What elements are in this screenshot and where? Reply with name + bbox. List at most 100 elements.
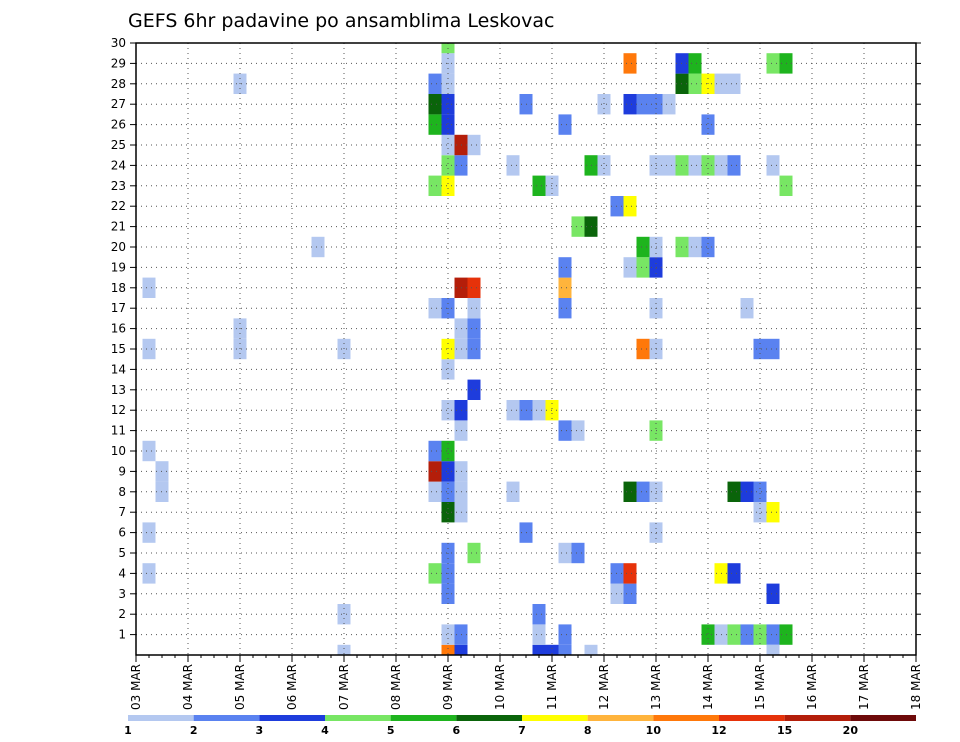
y-tick-label: 28 [111, 77, 126, 91]
y-tick-label: 29 [111, 56, 126, 70]
heatmap-cell [636, 338, 650, 360]
heatmap-cell [662, 94, 676, 115]
x-tick-label: 16 MAR [805, 664, 819, 710]
y-tick-label: 30 [111, 36, 126, 50]
y-tick-label: 16 [111, 322, 126, 336]
heatmap-cell [766, 624, 780, 645]
y-tick-label: 24 [111, 158, 126, 172]
heatmap-cell [662, 155, 676, 176]
heatmap-cell [311, 236, 325, 258]
legend-label: 3 [256, 724, 264, 737]
heatmap-cell [636, 236, 650, 258]
x-tick-label: 08 MAR [389, 664, 403, 710]
x-tick-label: 11 MAR [545, 664, 559, 710]
heatmap-cell [753, 502, 767, 523]
heatmap-cell [558, 114, 572, 135]
y-axis: 1234567891011121314151617181920212223242… [111, 36, 921, 642]
heatmap-cell [428, 175, 442, 196]
legend-label: 2 [190, 724, 198, 737]
heatmap-cell [766, 53, 780, 74]
heatmap-cell [753, 481, 767, 502]
heatmap-cell [467, 379, 481, 400]
y-tick-label: 8 [118, 485, 126, 499]
x-tick-label: 05 MAR [233, 664, 247, 710]
heatmap-cell [623, 94, 637, 115]
legend-swatch [456, 715, 522, 721]
heatmap-cell [688, 236, 702, 258]
y-tick-label: 25 [111, 138, 126, 152]
x-tick-label: 12 MAR [597, 664, 611, 710]
x-tick-label: 18 MAR [909, 664, 923, 710]
heatmap-cell [688, 73, 702, 94]
heatmap-cell [701, 114, 715, 135]
heatmap-cell [441, 155, 455, 176]
legend-label: 10 [646, 724, 662, 737]
heatmap-cell [766, 644, 780, 655]
heatmap-cell [441, 94, 455, 115]
heatmap-cell [623, 53, 637, 74]
heatmap-cell [467, 134, 481, 156]
heatmap-cell [545, 644, 559, 655]
y-tick-label: 3 [118, 587, 126, 601]
y-tick-label: 15 [111, 342, 126, 356]
y-tick-label: 10 [111, 444, 126, 458]
heatmap-cell [623, 481, 637, 502]
heatmap-cell [688, 155, 702, 176]
x-tick-label: 14 MAR [701, 664, 715, 710]
heatmap-cell [441, 134, 455, 156]
heatmap-cell [558, 420, 572, 441]
y-tick-label: 14 [111, 362, 126, 376]
y-tick-label: 11 [111, 424, 126, 438]
y-tick-label: 20 [111, 240, 126, 254]
heatmap-cell [441, 359, 455, 380]
heatmap-cell [727, 155, 741, 176]
legend-label: 20 [843, 724, 859, 737]
heatmap-cell [428, 94, 442, 115]
heatmap-cell [766, 583, 780, 604]
heatmap-cell [584, 644, 598, 655]
heatmap-cell [532, 604, 546, 625]
heatmap-cell [441, 502, 455, 523]
legend-label: 6 [453, 724, 461, 737]
heatmap-cell [428, 481, 442, 502]
heatmap-cell [558, 298, 572, 319]
y-tick-label: 23 [111, 179, 126, 193]
legend-swatch [128, 715, 194, 721]
heatmap-cell [558, 644, 572, 655]
y-tick-label: 4 [118, 566, 126, 580]
legend-label: 8 [584, 724, 592, 737]
heatmap-cell [441, 114, 455, 135]
heatmap-cell [701, 155, 715, 176]
y-tick-label: 18 [111, 281, 126, 295]
heatmap-cell [766, 502, 780, 523]
y-tick-label: 12 [111, 403, 126, 417]
y-tick-label: 22 [111, 199, 126, 213]
y-tick-label: 26 [111, 118, 126, 132]
heatmap-cell [428, 461, 442, 482]
heatmap-cell [428, 563, 442, 584]
heatmap-cell [701, 624, 715, 645]
chart-title: GEFS 6hr padavine po ansamblima Leskovac [128, 10, 555, 32]
heatmap-cell [727, 624, 741, 645]
heatmap-cell [467, 318, 481, 339]
y-tick-label: 21 [111, 220, 126, 234]
heatmap-cell [532, 644, 546, 655]
legend-swatch [587, 715, 654, 721]
legend-swatch [784, 715, 851, 721]
x-tick-label: 17 MAR [857, 664, 871, 710]
heatmap-cell [727, 481, 741, 502]
heatmap-cell [142, 338, 156, 360]
x-tick-label: 09 MAR [441, 664, 455, 710]
heatmap-cell [337, 644, 351, 655]
legend-label: 5 [387, 724, 395, 737]
x-tick-label: 07 MAR [337, 664, 351, 710]
heatmap-cell [506, 481, 520, 502]
y-tick-label: 7 [118, 505, 126, 519]
legend: 1 2 3 4 5 6 7 8 10 12 15 20 [124, 715, 916, 737]
legend-swatch [653, 715, 719, 721]
heatmap-cell [467, 298, 481, 319]
heatmap-cell [597, 94, 611, 115]
heatmap-cell [441, 400, 455, 421]
legend-swatch [390, 715, 457, 721]
